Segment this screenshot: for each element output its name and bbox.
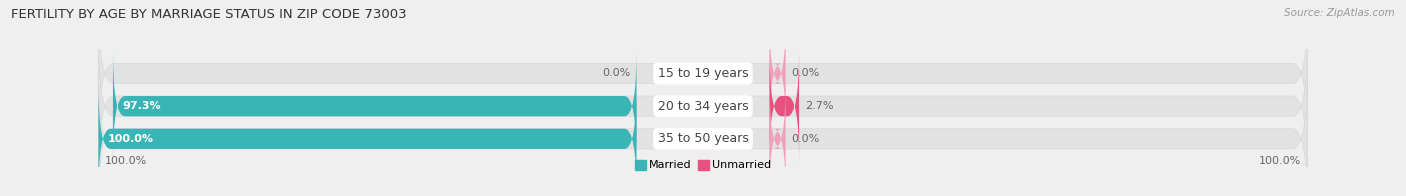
Text: 97.3%: 97.3% xyxy=(122,101,160,111)
FancyBboxPatch shape xyxy=(769,51,799,161)
FancyBboxPatch shape xyxy=(769,84,786,194)
Legend: Married, Unmarried: Married, Unmarried xyxy=(636,160,770,171)
Text: FERTILITY BY AGE BY MARRIAGE STATUS IN ZIP CODE 73003: FERTILITY BY AGE BY MARRIAGE STATUS IN Z… xyxy=(11,8,406,21)
Text: 100.0%: 100.0% xyxy=(107,134,153,144)
Text: 100.0%: 100.0% xyxy=(104,156,146,166)
Text: 0.0%: 0.0% xyxy=(792,68,820,79)
Text: 2.7%: 2.7% xyxy=(806,101,834,111)
FancyBboxPatch shape xyxy=(98,84,637,194)
Text: 15 to 19 years: 15 to 19 years xyxy=(658,67,748,80)
FancyBboxPatch shape xyxy=(112,51,637,161)
Text: 0.0%: 0.0% xyxy=(792,134,820,144)
FancyBboxPatch shape xyxy=(98,2,1308,145)
FancyBboxPatch shape xyxy=(98,35,1308,178)
Text: 20 to 34 years: 20 to 34 years xyxy=(658,100,748,113)
Text: 100.0%: 100.0% xyxy=(1260,156,1302,166)
FancyBboxPatch shape xyxy=(769,18,786,129)
Text: Source: ZipAtlas.com: Source: ZipAtlas.com xyxy=(1284,8,1395,18)
Text: 35 to 50 years: 35 to 50 years xyxy=(658,132,748,145)
FancyBboxPatch shape xyxy=(98,67,1308,196)
Text: 0.0%: 0.0% xyxy=(602,68,630,79)
